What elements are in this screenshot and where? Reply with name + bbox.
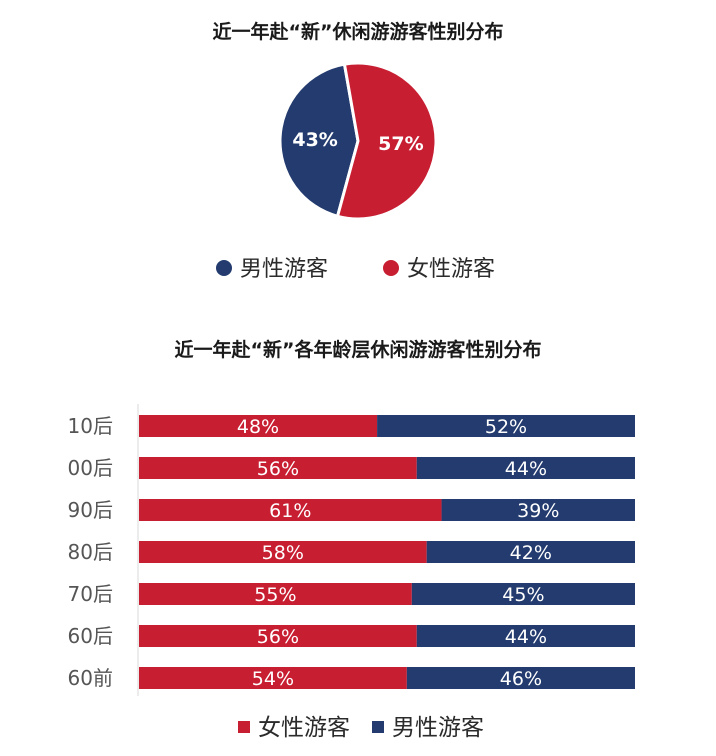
- bar-segment-male: [416, 457, 635, 479]
- legend-square-icon: [372, 721, 384, 733]
- bar-segment-female: [139, 583, 412, 605]
- category-label: 60前: [68, 666, 113, 690]
- legend-dot-icon: [216, 260, 232, 276]
- legend-label: 男性游客: [240, 257, 328, 282]
- category-label: 70后: [68, 582, 113, 606]
- category-label: 90后: [68, 498, 113, 522]
- bar-segment-male: [411, 583, 635, 605]
- pie-slice-female: [335, 61, 438, 221]
- legend-label: 女性游客: [258, 715, 350, 741]
- bar-value-label: 61%: [269, 500, 311, 522]
- bar-segment-male: [406, 667, 635, 689]
- bar-segment-male: [426, 541, 635, 563]
- pie-chart-title: 近一年赴“新”休闲游游客性别分布: [213, 20, 504, 43]
- legend-dot-icon: [383, 260, 399, 276]
- legend-label: 女性游客: [407, 257, 495, 282]
- bar-value-label: 48%: [237, 416, 279, 438]
- bar-segment-female: [139, 541, 427, 563]
- bar-segment-male: [377, 415, 635, 437]
- bar-value-label: 58%: [262, 542, 304, 564]
- legend-label: 男性游客: [392, 715, 484, 741]
- pie-slice-male: [278, 62, 360, 219]
- bar-value-label: 46%: [500, 668, 542, 690]
- bar-value-label: 44%: [505, 626, 547, 648]
- bar-chart-title: 近一年赴“新”各年龄层休闲游游客性别分布: [175, 338, 542, 361]
- bar-segment-female: [139, 457, 417, 479]
- category-label: 00后: [68, 456, 113, 480]
- category-label: 10后: [68, 414, 113, 438]
- bar-value-label: 45%: [502, 584, 544, 606]
- pie-slice-label: 57%: [378, 133, 423, 155]
- bar-segment-male: [416, 625, 635, 647]
- bar-value-label: 44%: [505, 458, 547, 480]
- bar-value-label: 55%: [254, 584, 296, 606]
- bar-segment-female: [139, 625, 417, 647]
- bar-segment-female: [139, 667, 407, 689]
- bar-value-label: 52%: [485, 416, 527, 438]
- pie-slice-label: 43%: [292, 129, 337, 151]
- legend-square-icon: [238, 721, 250, 733]
- category-label: 60后: [68, 624, 113, 648]
- bar-segment-male: [441, 499, 635, 521]
- stacked-bar-chart: 10后 48% 52% 00后 56% 44% 90后 61% 39% 80后 58% 42% 70后 5…: [68, 404, 635, 696]
- bar-legend: 女性游客 男性游客: [238, 715, 484, 741]
- bar-segment-female: [139, 415, 378, 437]
- bar-segment-female: [139, 499, 442, 521]
- bar-value-label: 39%: [517, 500, 559, 522]
- bar-value-label: 56%: [257, 458, 299, 480]
- pie-legend: 男性游客 女性游客: [216, 257, 495, 282]
- pie-chart: 43% 57%: [278, 61, 438, 221]
- category-label: 80后: [68, 540, 113, 564]
- bar-value-label: 42%: [510, 542, 552, 564]
- bar-value-label: 56%: [257, 626, 299, 648]
- bar-value-label: 54%: [252, 668, 294, 690]
